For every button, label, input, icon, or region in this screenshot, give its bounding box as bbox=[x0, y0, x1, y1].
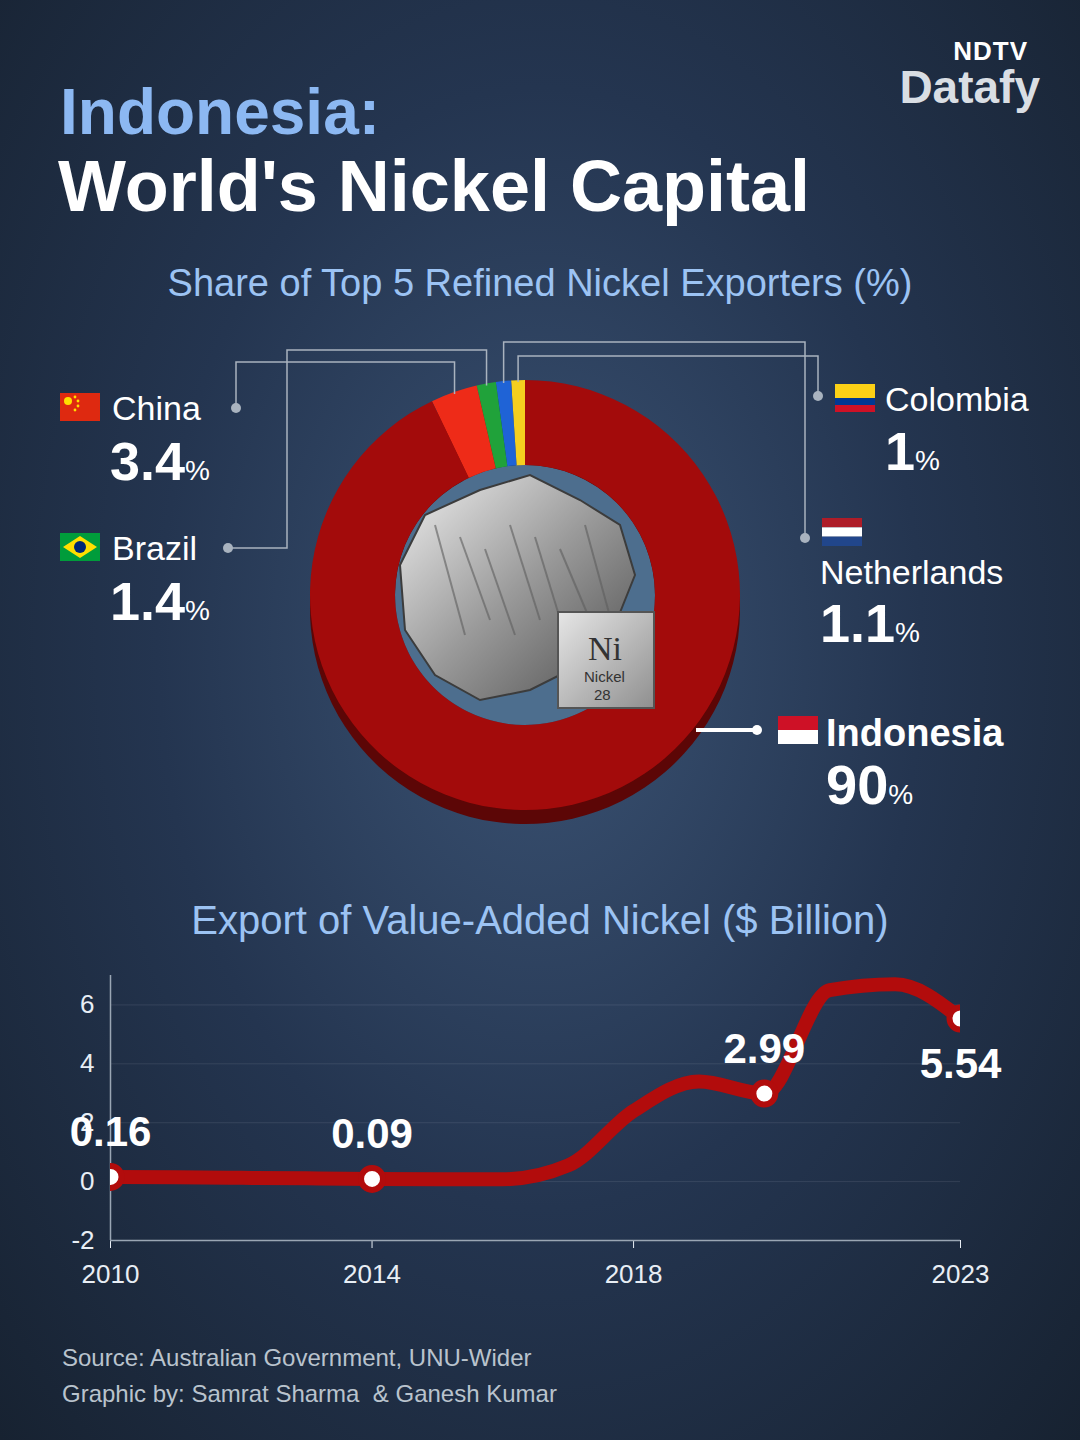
html-text:World's Nickel Capital: World's Nickel Capital bbox=[58, 146, 810, 226]
svg-text:0: 0 bbox=[80, 1166, 94, 1196]
svg-text:0.16: 0.16 bbox=[70, 1108, 152, 1155]
html-text:Indonesia:: Indonesia: bbox=[60, 76, 380, 148]
svg-text:6: 6 bbox=[80, 989, 94, 1019]
svg-text:0.09: 0.09 bbox=[331, 1110, 413, 1157]
svg-text:3.4%: 3.4% bbox=[110, 431, 210, 491]
html-text:Graphic by: Samrat Sharma & Ga: Graphic by: Samrat Sharma & Ganesh Kumar bbox=[62, 1380, 557, 1407]
svg-text:-2: -2 bbox=[71, 1225, 94, 1255]
svg-text:2023: 2023 bbox=[932, 1259, 990, 1289]
svg-text:2014: 2014 bbox=[343, 1259, 401, 1289]
svg-text:Indonesia: Indonesia bbox=[826, 712, 1004, 754]
html-text:Share of Top 5 Refined Nickel: Share of Top 5 Refined Nickel Exporters … bbox=[167, 262, 913, 304]
html-text:Export of Value-Added Nickel (: Export of Value-Added Nickel ($ Billion) bbox=[191, 898, 889, 942]
svg-text:Colombia: Colombia bbox=[885, 380, 1029, 418]
svg-text:2010: 2010 bbox=[82, 1259, 140, 1289]
svg-text:1.1%: 1.1% bbox=[820, 593, 920, 653]
svg-text:Nickel: Nickel bbox=[584, 668, 625, 685]
svg-text:2018: 2018 bbox=[605, 1259, 663, 1289]
html-text:NDTV: NDTV bbox=[953, 36, 1028, 66]
svg-text:Brazil: Brazil bbox=[112, 529, 197, 567]
svg-text:1.4%: 1.4% bbox=[110, 571, 210, 631]
svg-text:2.99: 2.99 bbox=[723, 1025, 805, 1072]
svg-text:5.54: 5.54 bbox=[920, 1040, 1002, 1087]
svg-text:China: China bbox=[112, 389, 201, 427]
svg-text:90%: 90% bbox=[826, 753, 913, 816]
svg-text:Netherlands: Netherlands bbox=[820, 553, 1003, 591]
svg-text:28: 28 bbox=[594, 686, 611, 703]
html-text:Source: Australian Government,: Source: Australian Government, UNU-Wider bbox=[62, 1344, 532, 1371]
html-text:Datafy: Datafy bbox=[899, 61, 1040, 113]
svg-text:1%: 1% bbox=[885, 421, 940, 481]
svg-text:Ni: Ni bbox=[588, 630, 622, 667]
svg-text:4: 4 bbox=[80, 1048, 94, 1078]
